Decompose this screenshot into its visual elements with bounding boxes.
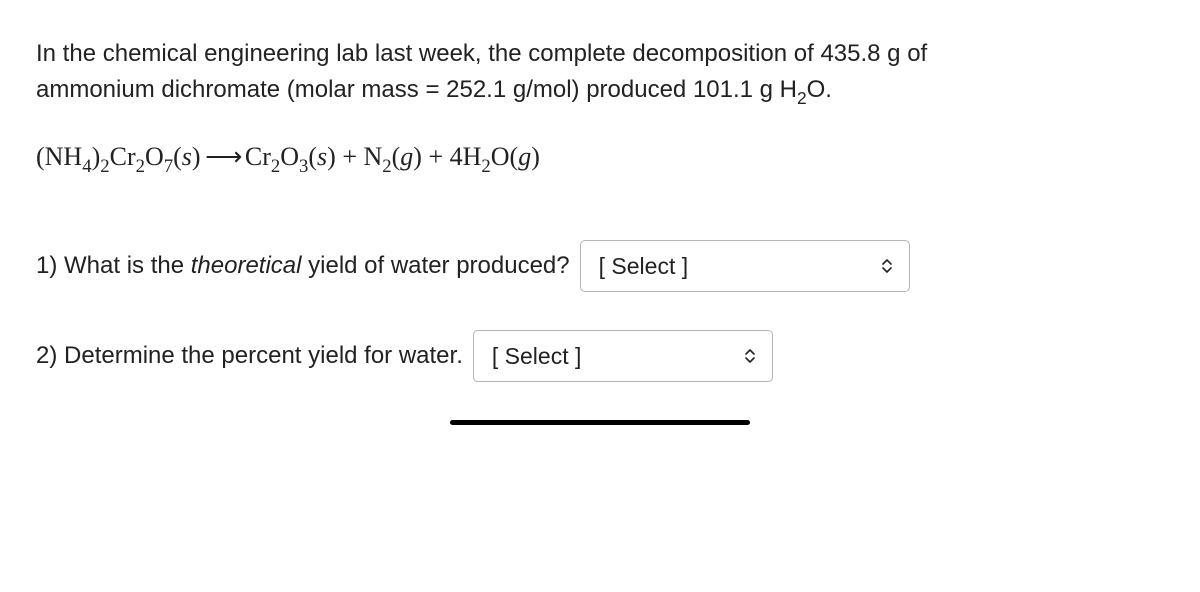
question-1-text: 1) What is the theoretical yield of wate… [36, 248, 570, 284]
chevron-updown-icon [744, 348, 756, 364]
question-2: 2) Determine the percent yield for water… [36, 330, 1164, 382]
question-2-select[interactable]: [ Select ] [473, 330, 773, 382]
question-2-text: 2) Determine the percent yield for water… [36, 338, 463, 374]
bottom-divider [450, 420, 750, 425]
select-placeholder: [ Select ] [492, 339, 581, 374]
select-placeholder: [ Select ] [599, 249, 688, 284]
chevron-updown-icon [881, 258, 893, 274]
intro-line-1: In the chemical engineering lab last wee… [36, 36, 1164, 72]
question-1: 1) What is the theoretical yield of wate… [36, 240, 1164, 292]
question-1-select[interactable]: [ Select ] [580, 240, 910, 292]
intro-line-2: ammonium dichromate (molar mass = 252.1 … [36, 72, 1164, 111]
chemical-equation: (NH4)2Cr2O7(s) ⟶ Cr2O3(s) + N2(g) + 4H2O… [36, 137, 1164, 180]
problem-statement: In the chemical engineering lab last wee… [36, 36, 1164, 111]
